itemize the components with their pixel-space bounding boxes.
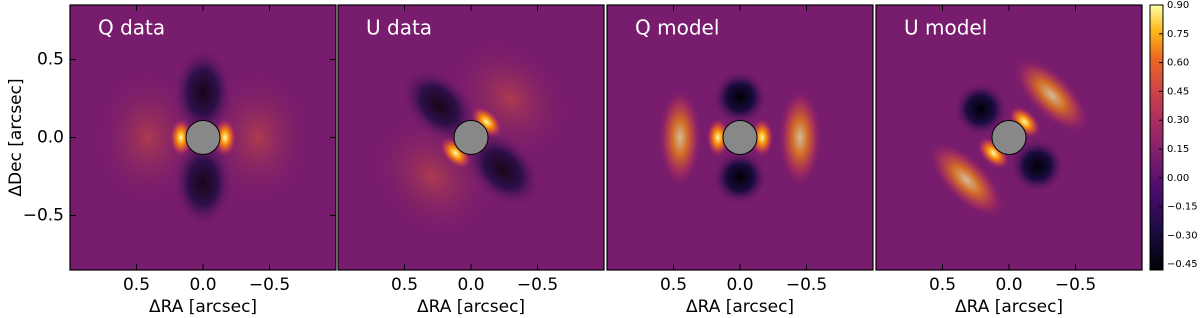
colorbar-tick-label: 0.75 [1167, 29, 1189, 40]
x-tick-label: 0.0 [457, 275, 484, 295]
colorbar-tick-label: 0.90 [1167, 0, 1189, 11]
x-axis-label: ΔRA [arcsec] [955, 297, 1063, 317]
bright-lobe [750, 117, 774, 158]
dark-lobe [464, 131, 542, 208]
y-axis-label: ΔDec [arcsec] [6, 78, 26, 196]
image-features [927, 56, 1091, 219]
x-tick-label: 0.0 [726, 275, 753, 295]
x-tick-label: 0.5 [929, 275, 956, 295]
image-panel [607, 5, 873, 270]
arc [778, 87, 822, 188]
image-panel [70, 5, 336, 270]
arc [1012, 56, 1091, 134]
y-tick-label: 0.0 [37, 128, 64, 148]
coronagraph-mask [722, 120, 758, 155]
colorbar-tick-label: −0.15 [1167, 202, 1198, 213]
x-tick-label: 0.5 [660, 275, 687, 295]
x-tick-label: −0.5 [517, 275, 558, 295]
colorbar-tick-label: −0.45 [1167, 259, 1198, 270]
dark-lobe [400, 67, 478, 144]
colorbar-tick-label: 0.00 [1167, 173, 1189, 184]
dark-lobe [173, 137, 233, 228]
colorbar-tick-label: 0.30 [1167, 115, 1189, 126]
dark-lobe [952, 81, 1009, 138]
panel-title: U model [904, 16, 987, 40]
colorbar-tick-label: 0.15 [1167, 144, 1189, 155]
x-tick-label: 0.0 [995, 275, 1022, 295]
colorbar-tick-label: 0.60 [1167, 58, 1189, 69]
coronagraph-mask [453, 120, 489, 155]
arc [927, 141, 1006, 219]
bright-lobe [213, 117, 237, 158]
panel-title: Q model [635, 16, 719, 40]
image-panel [338, 5, 604, 270]
image-features [658, 69, 822, 206]
colorbar-tick-label: 0.45 [1167, 86, 1189, 97]
x-tick-label: 0.0 [189, 275, 216, 295]
x-tick-label: 0.5 [123, 275, 150, 295]
x-axis-label: ΔRA [arcsec] [686, 297, 794, 317]
panel-title: U data [366, 16, 432, 40]
coronagraph-mask [185, 120, 221, 155]
y-tick-label: 0.5 [37, 50, 64, 70]
dark-lobe [712, 149, 768, 206]
bright-lobe [169, 117, 193, 158]
x-axis-label: ΔRA [arcsec] [417, 297, 525, 317]
colorbar [1149, 4, 1164, 271]
dark-lobe [173, 47, 233, 138]
x-tick-label: −0.5 [249, 275, 290, 295]
panel-title: Q data [98, 16, 165, 40]
x-axis-label: ΔRA [arcsec] [149, 297, 257, 317]
arc [658, 87, 702, 188]
image-features [93, 47, 313, 228]
colorbar-tick-label: −0.30 [1167, 230, 1198, 241]
dark-lobe [712, 69, 768, 126]
x-tick-label: −0.5 [786, 275, 827, 295]
y-tick-label: −0.5 [23, 205, 64, 225]
coronagraph-mask [991, 120, 1027, 155]
bright-lobe [706, 117, 730, 158]
x-tick-label: 0.5 [391, 275, 418, 295]
dark-lobe [1009, 137, 1066, 194]
x-tick-label: −0.5 [1055, 275, 1096, 295]
image-panel [876, 5, 1142, 270]
